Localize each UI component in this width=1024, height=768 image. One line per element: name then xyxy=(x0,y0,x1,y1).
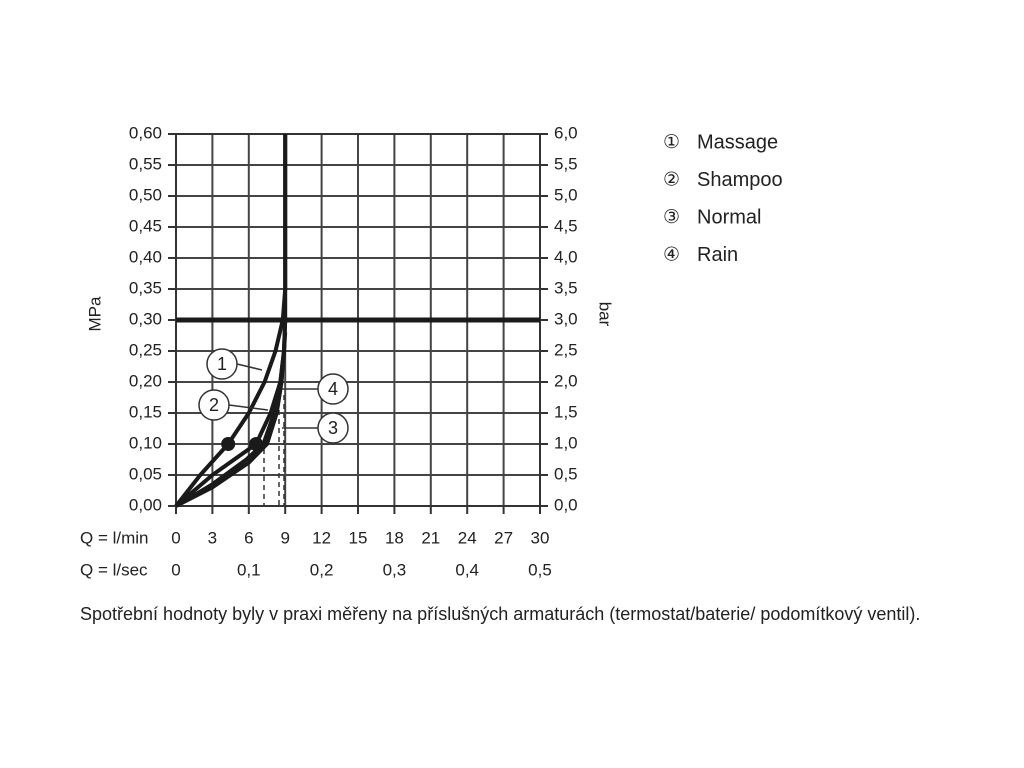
callout-label: 4 xyxy=(328,379,338,399)
callout-label: 3 xyxy=(328,418,338,438)
x-tick-label: 9 xyxy=(280,528,289,547)
caption: Spotřební hodnoty byly v praxi měřeny na… xyxy=(80,604,921,624)
y-tick-label: 0,60 xyxy=(129,123,162,142)
callout-circle xyxy=(317,412,349,444)
x-tick-label: 0 xyxy=(171,528,180,547)
x-tick-label: 15 xyxy=(349,528,368,547)
callout-label: 2 xyxy=(209,395,219,415)
y2-tick-label: 4,5 xyxy=(554,216,578,235)
y-tick-label: 0,30 xyxy=(129,309,162,328)
chart: 0,000,050,100,150,200,250,300,350,400,45… xyxy=(80,123,783,579)
x2-tick-label: 0,2 xyxy=(310,560,334,579)
callout-circle xyxy=(198,389,230,421)
y-tick-label: 0,25 xyxy=(129,340,162,359)
y2-tick-label: 1,0 xyxy=(554,433,578,452)
y2-tick-label: 6,0 xyxy=(554,123,578,142)
y2-tick-label: 0,0 xyxy=(554,495,578,514)
y-tick-label: 0,55 xyxy=(129,154,162,173)
y-tick-label: 0,40 xyxy=(129,247,162,266)
legend-label: Massage xyxy=(697,131,778,153)
legend-symbol: ② xyxy=(663,170,680,191)
y2-tick-label: 2,5 xyxy=(554,340,578,359)
x2-axis-label: Q = l/sec xyxy=(80,560,148,579)
x2-tick-label: 0,1 xyxy=(237,560,261,579)
x-tick-label: 12 xyxy=(312,528,331,547)
y-tick-label: 0,20 xyxy=(129,371,162,390)
x-tick-label: 21 xyxy=(421,528,440,547)
y-tick-label: 0,15 xyxy=(129,402,162,421)
x-axis-label: Q = l/min xyxy=(80,528,149,547)
y2-tick-label: 2,0 xyxy=(554,371,578,390)
y2-tick-label: 3,0 xyxy=(554,309,578,328)
x-tick-label: 27 xyxy=(494,528,513,547)
legend-symbol: ③ xyxy=(663,207,680,228)
x2-tick-label: 0,4 xyxy=(455,560,479,579)
x-tick-label: 30 xyxy=(531,528,550,547)
y-tick-label: 0,50 xyxy=(129,185,162,204)
legend-symbol: ① xyxy=(663,132,680,153)
point xyxy=(221,437,236,451)
x-tick-label: 18 xyxy=(385,528,404,547)
y-tick-label: 0,10 xyxy=(129,433,162,452)
legend-label: Shampoo xyxy=(697,169,783,191)
y-axis-label: MPa xyxy=(85,296,104,332)
x-tick-label: 6 xyxy=(244,528,253,547)
series-line xyxy=(174,332,288,508)
legend-label: Rain xyxy=(697,244,738,266)
callout-circle xyxy=(317,373,349,405)
y2-axis-label: bar xyxy=(596,302,615,327)
x-tick-label: 3 xyxy=(208,528,217,547)
y-tick-label: 0,45 xyxy=(129,216,162,235)
x2-tick-label: 0 xyxy=(171,560,180,579)
y2-tick-label: 3,5 xyxy=(554,278,578,297)
callout-leader xyxy=(228,404,269,411)
y2-tick-label: 1,5 xyxy=(554,402,578,421)
x2-tick-label: 0,5 xyxy=(528,560,552,579)
callout-circle xyxy=(206,348,238,380)
y2-tick-label: 5,5 xyxy=(554,154,578,173)
x-tick-label: 24 xyxy=(458,528,477,547)
y2-tick-label: 4,0 xyxy=(554,247,578,266)
callout-leader xyxy=(236,363,263,371)
legend-symbol: ④ xyxy=(663,245,680,266)
y2-tick-label: 0,5 xyxy=(554,464,578,483)
y-tick-label: 0,35 xyxy=(129,278,162,297)
legend-label: Normal xyxy=(697,206,761,228)
y-tick-label: 0,00 xyxy=(129,495,162,514)
x2-tick-label: 0,3 xyxy=(383,560,407,579)
y2-tick-label: 5,0 xyxy=(554,185,578,204)
callout-label: 1 xyxy=(217,354,227,374)
y-tick-label: 0,05 xyxy=(129,464,162,483)
